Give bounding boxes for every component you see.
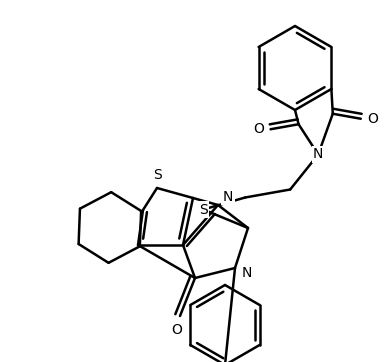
- Text: O: O: [171, 323, 183, 337]
- Text: S: S: [199, 202, 208, 216]
- Text: O: O: [253, 122, 264, 136]
- Text: N: N: [242, 266, 252, 280]
- Text: S: S: [152, 168, 161, 182]
- Text: N: N: [313, 147, 323, 161]
- Text: N: N: [223, 190, 233, 204]
- Text: O: O: [367, 112, 378, 126]
